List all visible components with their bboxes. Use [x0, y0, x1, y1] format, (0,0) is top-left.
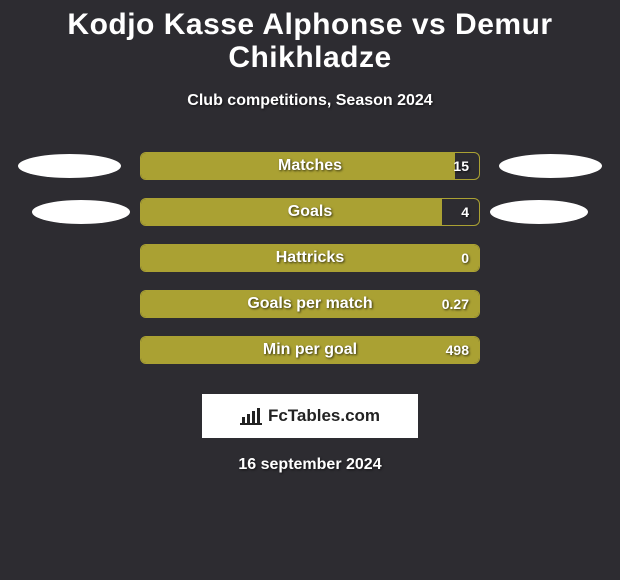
- stat-bar: Goals per match 0.27: [140, 290, 480, 318]
- stat-bar: Matches 15: [140, 152, 480, 180]
- stat-row: Min per goal 498: [10, 336, 610, 364]
- stat-label: Min per goal: [141, 337, 479, 363]
- chart-container: Kodjo Kasse Alphonse vs Demur Chikhladze…: [0, 0, 620, 474]
- stat-row: Goals 4: [10, 198, 610, 226]
- right-ellipse: [490, 200, 588, 224]
- stat-label: Matches: [141, 153, 479, 179]
- date-label: 16 september 2024: [0, 456, 620, 474]
- stat-label: Goals per match: [141, 291, 479, 317]
- brand-box[interactable]: FcTables.com: [202, 394, 418, 438]
- page-title: Kodjo Kasse Alphonse vs Demur Chikhladze: [0, 8, 620, 78]
- stat-value: 0.27: [442, 291, 469, 317]
- brand-text: FcTables.com: [268, 406, 380, 426]
- stat-value: 0: [461, 245, 469, 271]
- stat-bar: Min per goal 498: [140, 336, 480, 364]
- left-ellipse: [32, 200, 130, 224]
- stats-rows: Matches 15 Goals 4 Hattricks 0: [0, 152, 620, 364]
- stat-label: Hattricks: [141, 245, 479, 271]
- stat-value: 15: [453, 153, 469, 179]
- stat-label: Goals: [141, 199, 479, 225]
- bar-chart-icon: [240, 407, 262, 425]
- stat-row: Goals per match 0.27: [10, 290, 610, 318]
- stat-value: 4: [461, 199, 469, 225]
- stat-bar: Goals 4: [140, 198, 480, 226]
- subtitle: Club competitions, Season 2024: [0, 92, 620, 110]
- left-ellipse: [18, 154, 121, 178]
- stat-row: Matches 15: [10, 152, 610, 180]
- stat-row: Hattricks 0: [10, 244, 610, 272]
- right-ellipse: [499, 154, 602, 178]
- stat-bar: Hattricks 0: [140, 244, 480, 272]
- stat-value: 498: [446, 337, 469, 363]
